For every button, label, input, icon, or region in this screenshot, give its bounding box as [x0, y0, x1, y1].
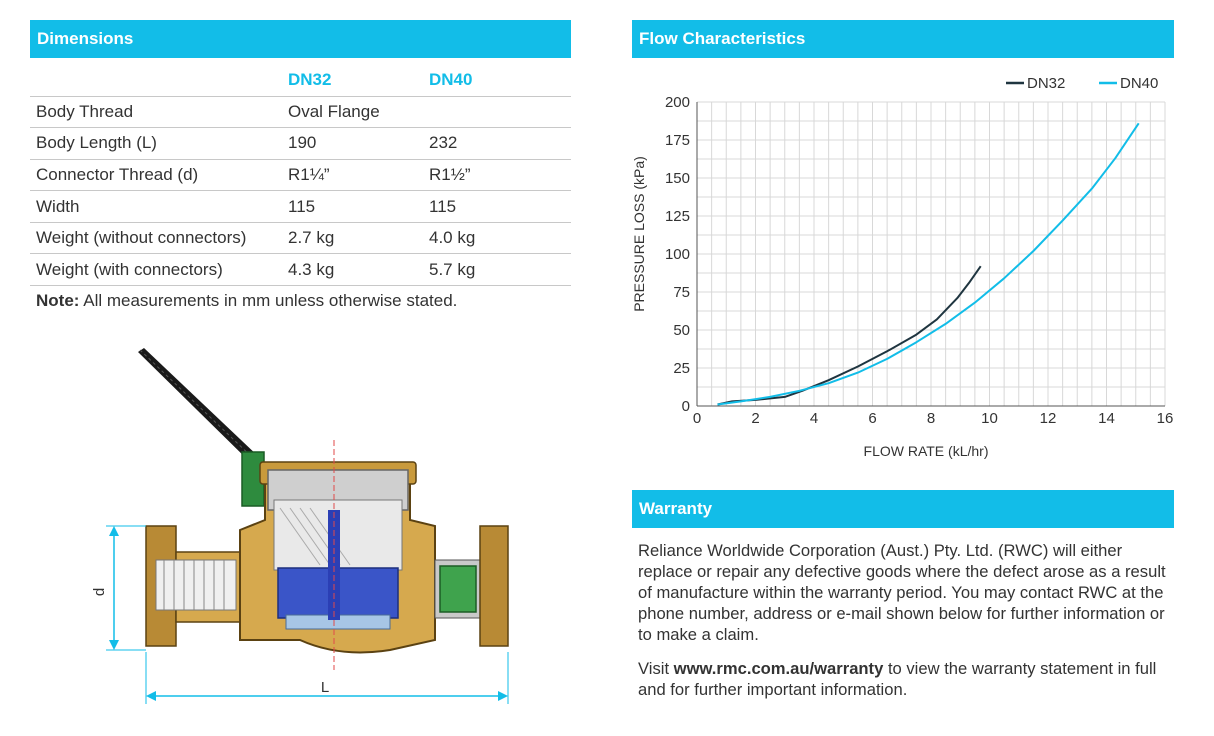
- dimension-d-label: d: [91, 588, 108, 596]
- flow-chart: 0 2 4 6 8 10 12 14 16 0 25 50 75 100 125 150 175 200 DN32…: [632, 75, 1173, 459]
- table-row: Width 115 115: [30, 190, 571, 223]
- row-value-dn32: Oval Flange: [288, 96, 429, 129]
- water-meter-diagram: d L: [91, 348, 509, 704]
- row-value-dn32: 115: [288, 190, 429, 223]
- x-tick-label: 8: [927, 410, 935, 427]
- row-value-dn40: [429, 96, 571, 129]
- x-axis-label: FLOW RATE (kL/hr): [864, 443, 989, 459]
- row-label: Width: [30, 190, 288, 223]
- row-value-dn32: 2.7 kg: [288, 222, 429, 255]
- dimensions-header-row: DN32 DN40: [30, 64, 571, 97]
- table-row: Body Length (L) 190 232: [30, 127, 571, 160]
- warranty-visit-pre: Visit: [638, 659, 674, 678]
- column-header-dn40: DN40: [429, 64, 571, 97]
- y-tick-label: 200: [665, 94, 690, 111]
- row-label: Body Length (L): [30, 127, 288, 160]
- dimension-L-label: L: [321, 679, 329, 696]
- row-value-dn32: R1¼”: [288, 159, 429, 192]
- y-tick-label: 125: [665, 208, 690, 225]
- warranty-paragraph: Reliance Worldwide Corporation (Aust.) P…: [638, 541, 1166, 644]
- y-tick-label: 50: [673, 322, 690, 339]
- y-tick-label: 0: [682, 398, 690, 415]
- x-tick-label: 16: [1157, 410, 1174, 427]
- dimension-L: L: [145, 652, 509, 704]
- chart-ticks: 0 2 4 6 8 10 12 14 16 0 25 50 75 100 125 150 175 200: [665, 94, 1173, 427]
- x-tick-label: 10: [981, 410, 998, 427]
- register-lid-arm: [138, 348, 265, 507]
- dimensions-table: DN32 DN40 Body Thread Oval Flange Body L…: [30, 64, 571, 287]
- x-tick-label: 2: [751, 410, 759, 427]
- column-header-blank: [30, 64, 288, 97]
- warranty-link[interactable]: www.rmc.com.au/warranty: [673, 659, 884, 678]
- legend-label-dn32: DN32: [1027, 75, 1065, 92]
- row-label: Connector Thread (d): [30, 159, 288, 192]
- dimensions-header: Dimensions: [30, 20, 571, 58]
- y-tick-label: 100: [665, 246, 690, 263]
- row-value-dn40: 232: [429, 127, 571, 160]
- row-value-dn40: 115: [429, 190, 571, 223]
- table-row: Connector Thread (d) R1¼” R1½”: [30, 159, 571, 192]
- meter-body: [239, 440, 436, 670]
- y-tick-label: 175: [665, 132, 690, 149]
- flow-characteristics-header: Flow Characteristics: [632, 20, 1174, 58]
- chart-grid: [696, 101, 1166, 407]
- series-line-dn40: [717, 122, 1140, 406]
- y-tick-label: 150: [665, 170, 690, 187]
- row-value-dn40: R1½”: [429, 159, 571, 192]
- row-label: Weight (without connectors): [30, 222, 288, 255]
- inlet-connector: [145, 525, 251, 647]
- x-tick-label: 6: [868, 410, 876, 427]
- row-label: Weight (with connectors): [30, 253, 288, 287]
- legend-label-dn40: DN40: [1120, 75, 1158, 92]
- column-header-dn32: DN32: [288, 64, 429, 97]
- x-tick-label: 0: [693, 410, 701, 427]
- row-label: Body Thread: [30, 96, 288, 129]
- x-tick-label: 14: [1098, 410, 1115, 427]
- table-row: Weight (without connectors) 2.7 kg 4.0 k…: [30, 222, 571, 255]
- table-row: Body Thread Oval Flange: [30, 96, 571, 129]
- warranty-visit-post: to view the warranty statement in full a…: [638, 659, 1157, 699]
- dimensions-note: Note: All measurements in mm unless othe…: [36, 291, 457, 311]
- warranty-visit-paragraph: Visit www.rmc.com.au/warranty to view th…: [638, 658, 1178, 700]
- y-tick-label: 75: [673, 284, 690, 301]
- note-label: Note:: [36, 291, 80, 310]
- dimension-d: d: [91, 525, 146, 651]
- row-value-dn40: 5.7 kg: [429, 253, 571, 287]
- chart-series: [717, 122, 1140, 406]
- outlet-connector: [434, 525, 509, 647]
- table-row: Weight (with connectors) 4.3 kg 5.7 kg: [30, 253, 571, 287]
- note-text: All measurements in mm unless otherwise …: [79, 291, 458, 310]
- x-tick-label: 12: [1040, 410, 1057, 427]
- y-axis-label: PRESSURE LOSS (kPa): [632, 156, 647, 312]
- x-tick-label: 4: [810, 410, 818, 427]
- warranty-header: Warranty: [632, 490, 1174, 528]
- chart-legend: DN32 DN40: [1006, 75, 1158, 92]
- series-line-dn32: [717, 265, 982, 406]
- row-value-dn40: 4.0 kg: [429, 222, 571, 255]
- y-tick-label: 25: [673, 360, 690, 377]
- row-value-dn32: 190: [288, 127, 429, 160]
- row-value-dn32: 4.3 kg: [288, 253, 429, 287]
